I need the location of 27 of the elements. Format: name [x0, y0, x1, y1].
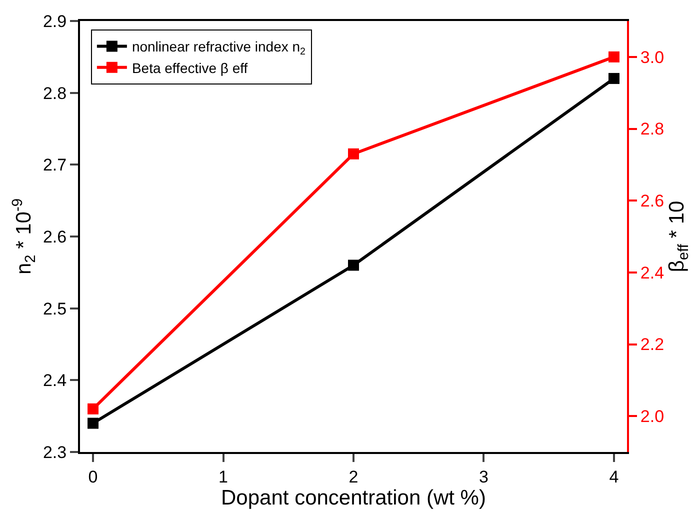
y-tick-label: 2.8 — [42, 84, 67, 103]
x-axis-title: Dopant concentration (wt %) — [221, 486, 486, 510]
y-tick-label: 2.5 — [42, 299, 67, 318]
point — [348, 260, 359, 271]
x-tick-label: 1 — [218, 467, 228, 486]
point — [88, 418, 99, 429]
point — [608, 72, 620, 84]
y-tick-label: 2.9 — [42, 12, 67, 31]
point — [348, 148, 359, 160]
x-tick-label: 3 — [479, 467, 488, 486]
x-tick-label: 0 — [88, 467, 98, 486]
x-tick-label: 2 — [348, 467, 358, 486]
y-tick-label: 2.6 — [42, 227, 67, 246]
y2-tick-label: 2.4 — [640, 263, 664, 282]
y2-tick-label: 2.6 — [640, 192, 664, 211]
point — [608, 51, 620, 62]
x-tick-label: 4 — [609, 467, 619, 486]
y2-tick-label: 2.0 — [640, 407, 664, 426]
legend-label: nonlinear refractive index n$_{2}$ — [132, 38, 306, 58]
legend-label: Beta effective β eff — [132, 60, 248, 76]
y-tick-label: 2.4 — [42, 371, 67, 390]
y-tick-label: 2.7 — [42, 156, 67, 175]
y2-tick-label: 2.8 — [640, 120, 664, 139]
point — [88, 403, 99, 414]
y2-tick-label: 3.0 — [640, 48, 664, 67]
y2-tick-label: 2.2 — [640, 335, 664, 354]
y-tick-label: 2.3 — [42, 442, 67, 462]
